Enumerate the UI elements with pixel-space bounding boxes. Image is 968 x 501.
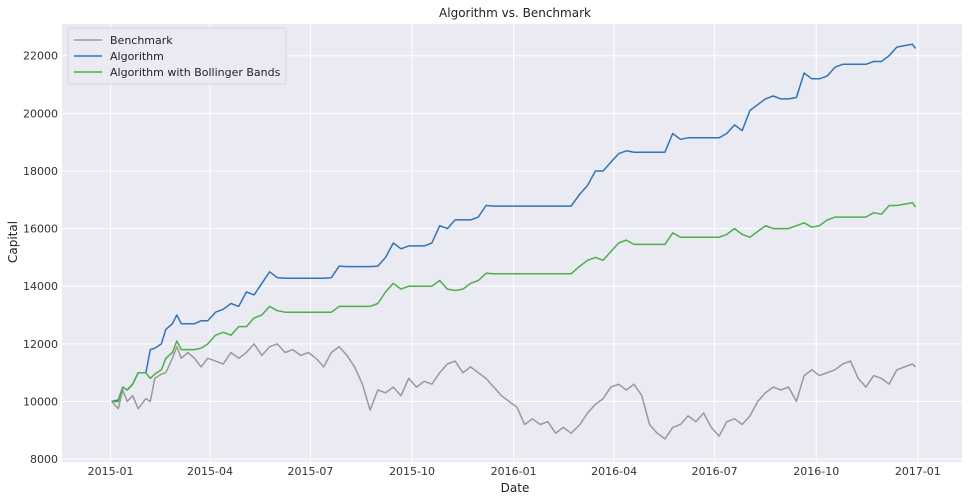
y-tick-label: 20000 <box>23 107 58 120</box>
y-tick-label: 14000 <box>23 280 58 293</box>
y-tick-label: 18000 <box>23 165 58 178</box>
x-axis-ticks: 2015-01 2015-04 2015-07 2015-10 2016-01 2016-… <box>88 465 941 478</box>
x-tick-label: 2017-01 <box>895 465 941 478</box>
series-lines <box>111 43 917 440</box>
x-tick-label: 2016-07 <box>692 465 738 478</box>
legend-label: Benchmark <box>110 34 173 47</box>
y-axis-title: Capital <box>6 221 20 263</box>
series-line-algorithm-with-bollinger-bands <box>111 201 917 403</box>
y-tick-label: 10000 <box>23 395 58 408</box>
legend-label: Algorithm <box>110 50 164 63</box>
x-tick-label: 2016-10 <box>793 465 839 478</box>
plot-background <box>62 24 962 462</box>
y-tick-label: 8000 <box>30 453 58 466</box>
legend-label: Algorithm with Bollinger Bands <box>110 66 281 79</box>
x-tick-label: 2015-01 <box>88 465 134 478</box>
x-axis-title: Date <box>501 481 530 495</box>
y-axis-ticks: 8000 10000 12000 14000 16000 18000 20000 22000 <box>23 50 58 466</box>
series-line-benchmark <box>111 343 917 440</box>
x-tick-label: 2015-10 <box>389 465 435 478</box>
series-line-algorithm <box>111 43 917 403</box>
legend-box <box>67 27 287 85</box>
x-tick-label: 2016-04 <box>591 465 637 478</box>
chart-title: Algorithm vs. Benchmark <box>439 6 591 20</box>
x-tick-label: 2015-07 <box>287 465 333 478</box>
x-tick-label: 2016-01 <box>491 465 537 478</box>
legend: Benchmark Algorithm Algorithm with Bolling… <box>67 27 287 85</box>
x-tick-label: 2015-04 <box>187 465 233 478</box>
y-tick-label: 12000 <box>23 338 58 351</box>
grid-lines <box>62 24 962 462</box>
y-tick-label: 22000 <box>23 50 58 63</box>
y-tick-label: 16000 <box>23 223 58 236</box>
